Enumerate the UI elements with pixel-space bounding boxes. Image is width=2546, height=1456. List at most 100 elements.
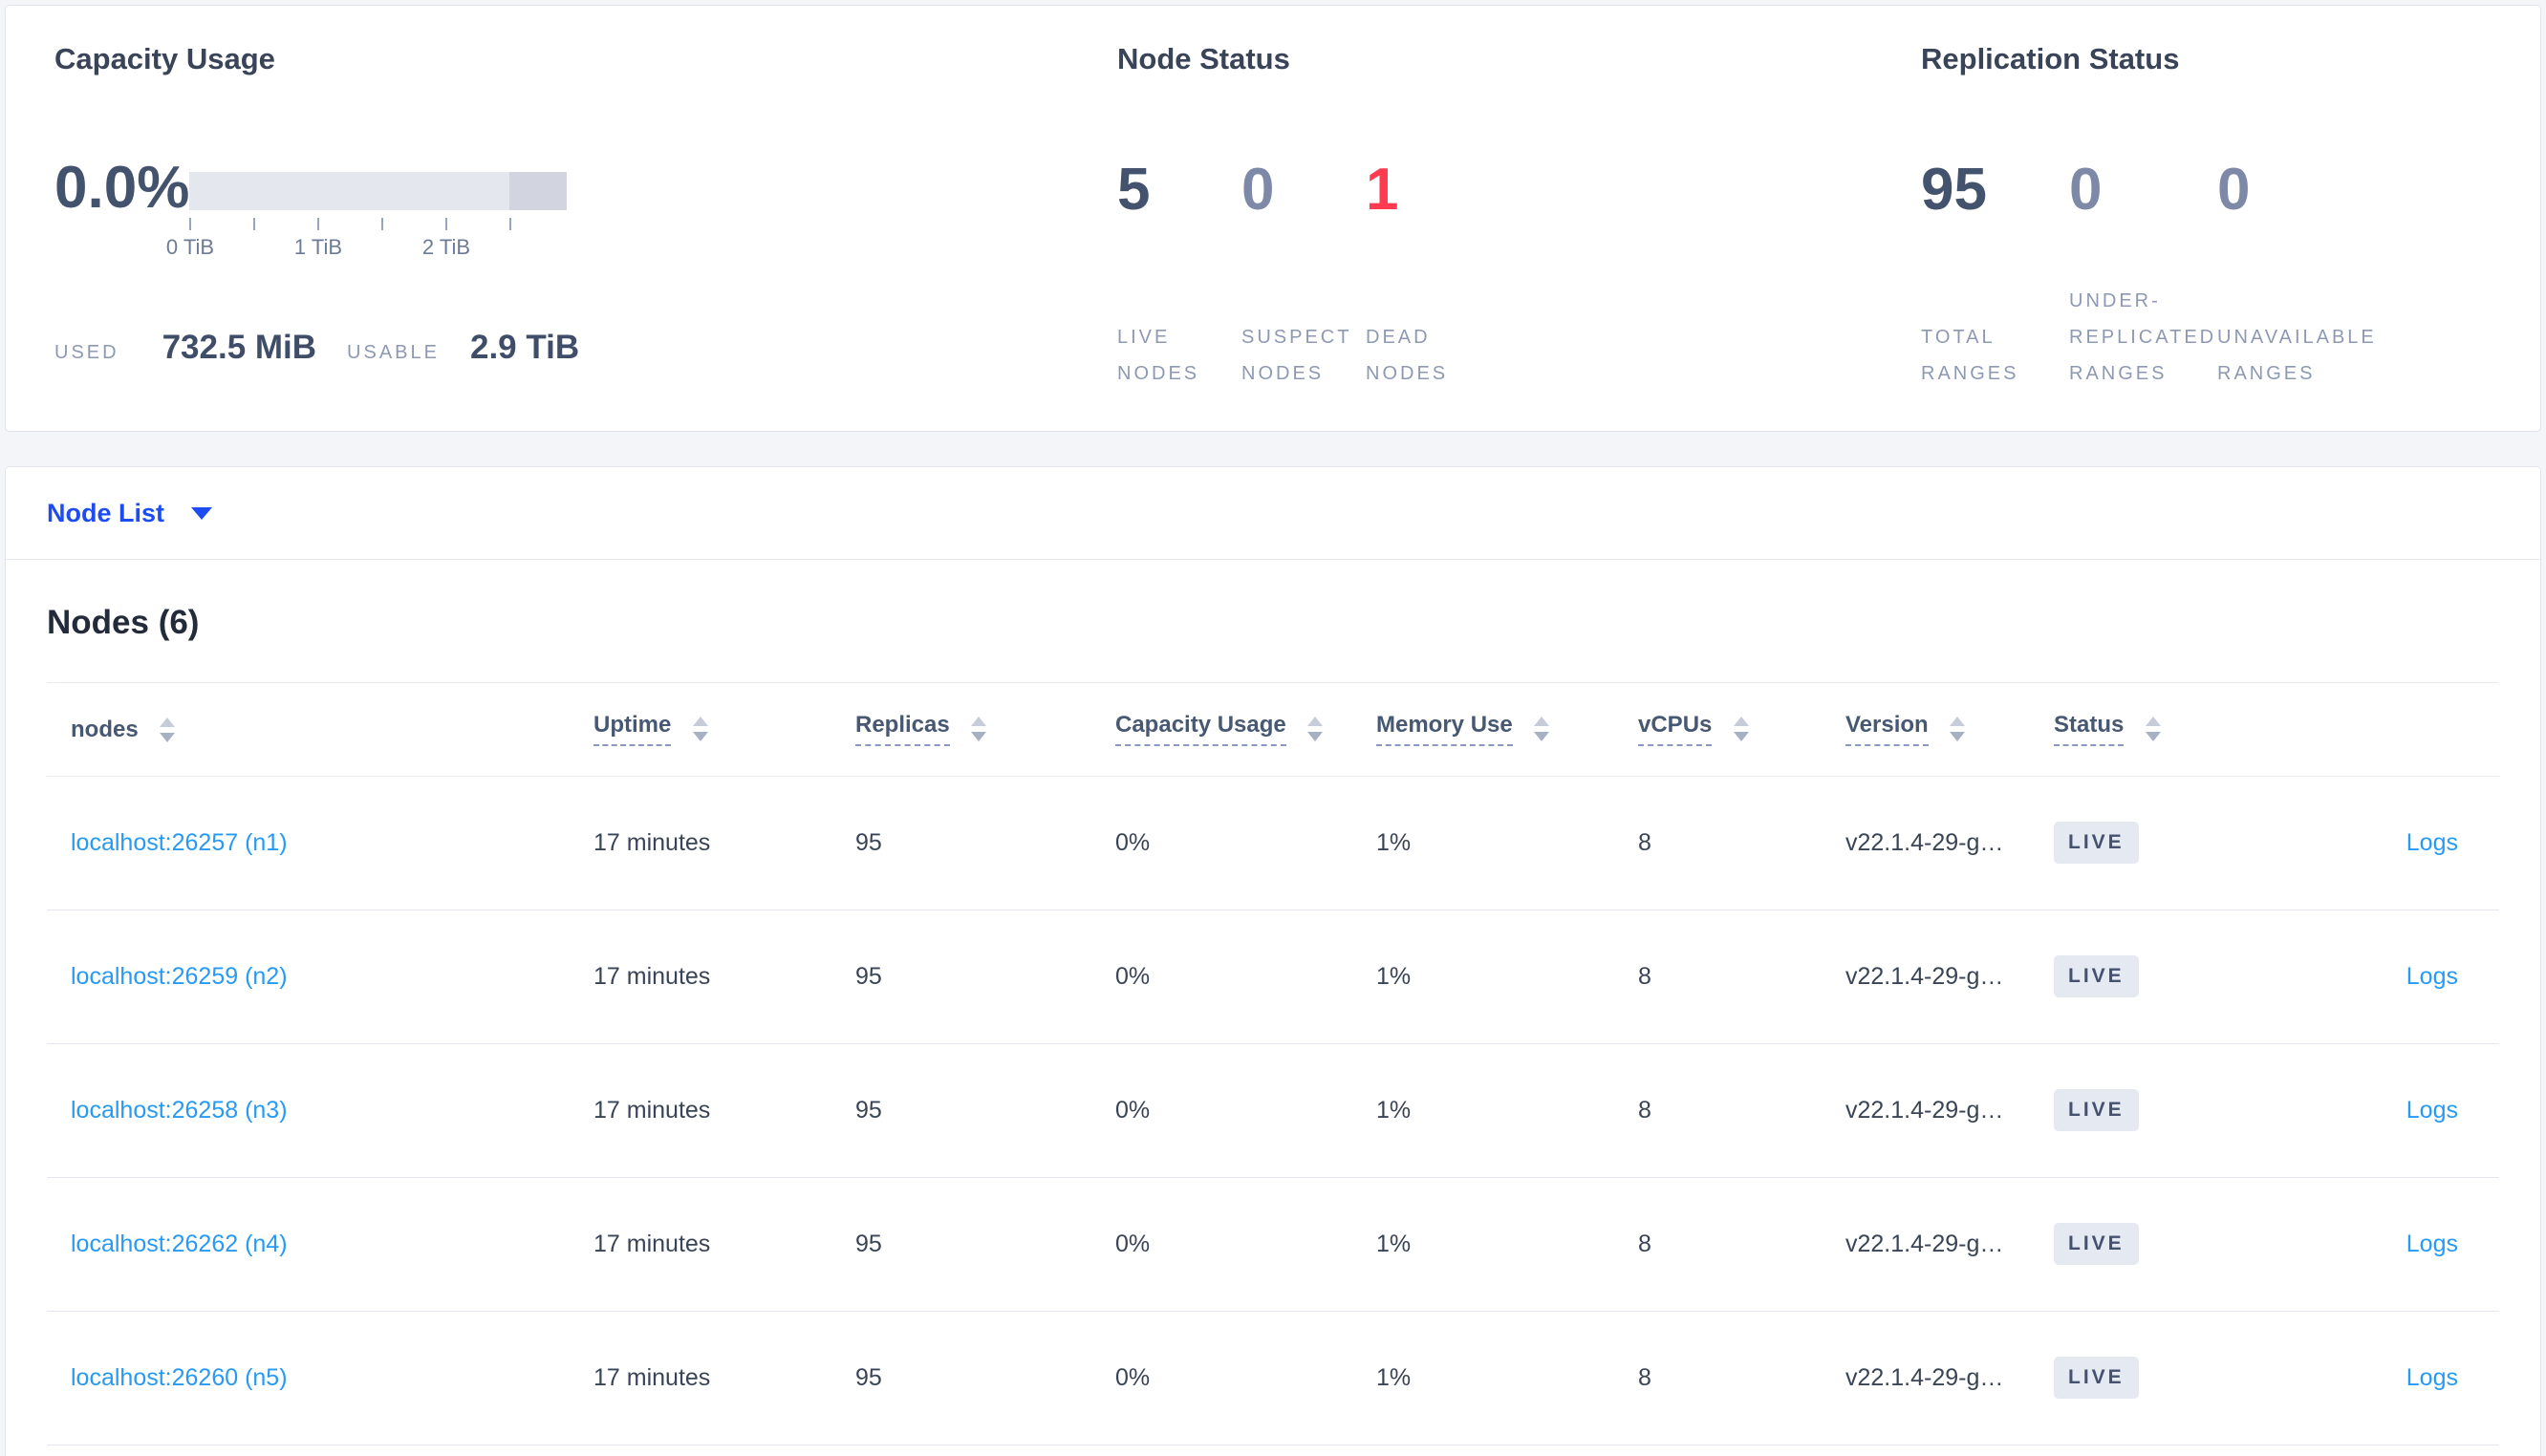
uptime-cell: 17 minutes [593,776,855,910]
node-link[interactable]: localhost:26257 (n1) [71,828,288,856]
uptime-cell: 17 minutes [593,1311,855,1445]
column-header-version[interactable]: Version [1845,683,2054,777]
node-link[interactable]: localhost:26259 (n2) [71,962,288,990]
replicas-cell: 95 [855,1177,1115,1312]
capacity-cell: 0% [1115,1043,1376,1178]
replication-status-title: Replication Status [1921,42,2180,75]
status-badge: LIVE [2054,1223,2139,1265]
status-badge: LIVE [2054,1357,2139,1399]
memory-cell: 1% [1376,910,1638,1044]
usable-value: 2.9 TiB [469,329,580,366]
logs-link[interactable]: Logs [2406,1363,2458,1391]
dead-nodes-count: 1 [1366,157,1399,223]
chevron-down-icon [191,506,213,520]
axis-tick-label: 0 TiB [165,235,215,259]
memory-cell: 1% [1376,1311,1638,1445]
capacity-usage-panel: Capacity Usage 0.0% 0 TiB 1 TiB 2 TiB US… [54,38,647,401]
node-list-dropdown[interactable]: Node List [47,498,213,528]
version-cell: v22.1.4-29-g… [1845,1177,2054,1312]
status-badge: LIVE [2054,955,2139,997]
unavailable-label: UNAVAILABLE RANGES [2217,327,2377,384]
sort-icon [1307,717,1324,742]
logs-link[interactable]: Logs [2406,828,2458,856]
sort-icon [160,717,176,742]
vcpus-cell: 8 [1638,776,1845,910]
uptime-cell: 17 minutes [593,1177,855,1312]
column-header-vcpus[interactable]: vCPUs [1638,683,1845,777]
node-status-title: Node Status [1117,42,1290,75]
sort-icon [2146,717,2162,742]
suspect-nodes-label: SUSPECT NODES [1241,327,1352,384]
live-nodes-label: LIVE NODES [1117,327,1200,384]
dead-nodes-label: DEAD NODES [1366,327,1449,384]
logs-link[interactable]: Logs [2406,1096,2458,1124]
total-ranges-label: TOTAL RANGES [1921,327,2019,384]
sort-icon [1534,717,1550,742]
capacity-cell: 0% [1115,1177,1376,1312]
column-header-replicas[interactable]: Replicas [855,683,1115,777]
column-header-status[interactable]: Status [2054,683,2261,777]
node-list-header-row: Node List [6,467,2540,560]
uptime-cell: 17 minutes [593,910,855,1044]
sort-icon [693,717,709,742]
node-link[interactable]: localhost:26260 (n5) [71,1363,288,1391]
logs-link[interactable]: Logs [2406,962,2458,990]
node-list-card: Node List Nodes (6) nodes Uptime [5,466,2541,1456]
column-header-nodes[interactable]: nodes [47,683,593,777]
table-row: localhost:26260 (n5) 17 minutes 95 0% 1%… [47,1311,2499,1445]
axis-tick [445,218,447,230]
total-ranges-count: 95 [1921,157,1987,223]
suspect-nodes-count: 0 [1241,157,1275,223]
replicas-cell: 95 [855,1043,1115,1178]
node-status-panel: Node Status 5 0 1 LIVE NODES SUSPECT NOD… [1117,38,1652,401]
axis-tick [381,218,383,230]
nodes-count-heading: Nodes (6) [47,604,200,641]
capacity-usage-title: Capacity Usage [54,42,275,75]
replicas-cell: 95 [855,1311,1115,1445]
column-header-uptime[interactable]: Uptime [593,683,855,777]
used-value: 732.5 MiB [162,329,317,366]
status-badge: LIVE [2054,1089,2139,1131]
table-row: localhost:26258 (n3) 17 minutes 95 0% 1%… [47,1043,2499,1178]
axis-tick [253,218,255,230]
vcpus-cell: 8 [1638,1311,1845,1445]
logs-link[interactable]: Logs [2406,1230,2458,1257]
column-header-capacity-usage[interactable]: Capacity Usage [1115,683,1376,777]
unavailable-count: 0 [2217,157,2251,223]
table-row: localhost:26259 (n2) 17 minutes 95 0% 1%… [47,910,2499,1044]
table-row: localhost:26257 (n1) 17 minutes 95 0% 1%… [47,776,2499,910]
capacity-usage-bar [189,172,567,210]
node-link[interactable]: localhost:26258 (n3) [71,1096,288,1124]
memory-cell: 1% [1376,1043,1638,1178]
sort-icon [1734,717,1750,742]
vcpus-cell: 8 [1638,1177,1845,1312]
axis-tick [509,218,511,230]
used-label: USED [54,342,119,363]
capacity-cell: 0% [1115,910,1376,1044]
axis-tick [189,218,191,230]
node-link[interactable]: localhost:26262 (n4) [71,1230,288,1257]
divider [47,682,2498,683]
replicas-cell: 95 [855,776,1115,910]
replication-status-panel: Replication Status 95 0 0 TOTAL RANGES U… [1921,38,2533,401]
column-header-memory-use[interactable]: Memory Use [1376,683,1638,777]
status-badge: LIVE [2054,822,2139,864]
under-replicated-label: UNDER-REPLICATED RANGES [2069,290,2217,384]
capacity-percent-value: 0.0% [54,155,190,221]
version-cell: v22.1.4-29-g… [1845,776,2054,910]
memory-cell: 1% [1376,776,1638,910]
vcpus-cell: 8 [1638,910,1845,1044]
version-cell: v22.1.4-29-g… [1845,1311,2054,1445]
column-header-logs [2261,683,2499,777]
cluster-overview-card: Capacity Usage 0.0% 0 TiB 1 TiB 2 TiB US… [5,5,2541,432]
version-cell: v22.1.4-29-g… [1845,910,2054,1044]
table-header-row: nodes Uptime Replicas Capacity Usage [47,683,2499,777]
capacity-bar-unusable-segment [509,172,567,210]
usable-label: USABLE [347,342,440,363]
uptime-cell: 17 minutes [593,1043,855,1178]
sort-icon [1950,717,1966,742]
memory-cell: 1% [1376,1177,1638,1312]
sort-icon [971,717,987,742]
replicas-cell: 95 [855,910,1115,1044]
node-list-dropdown-label: Node List [47,498,165,527]
